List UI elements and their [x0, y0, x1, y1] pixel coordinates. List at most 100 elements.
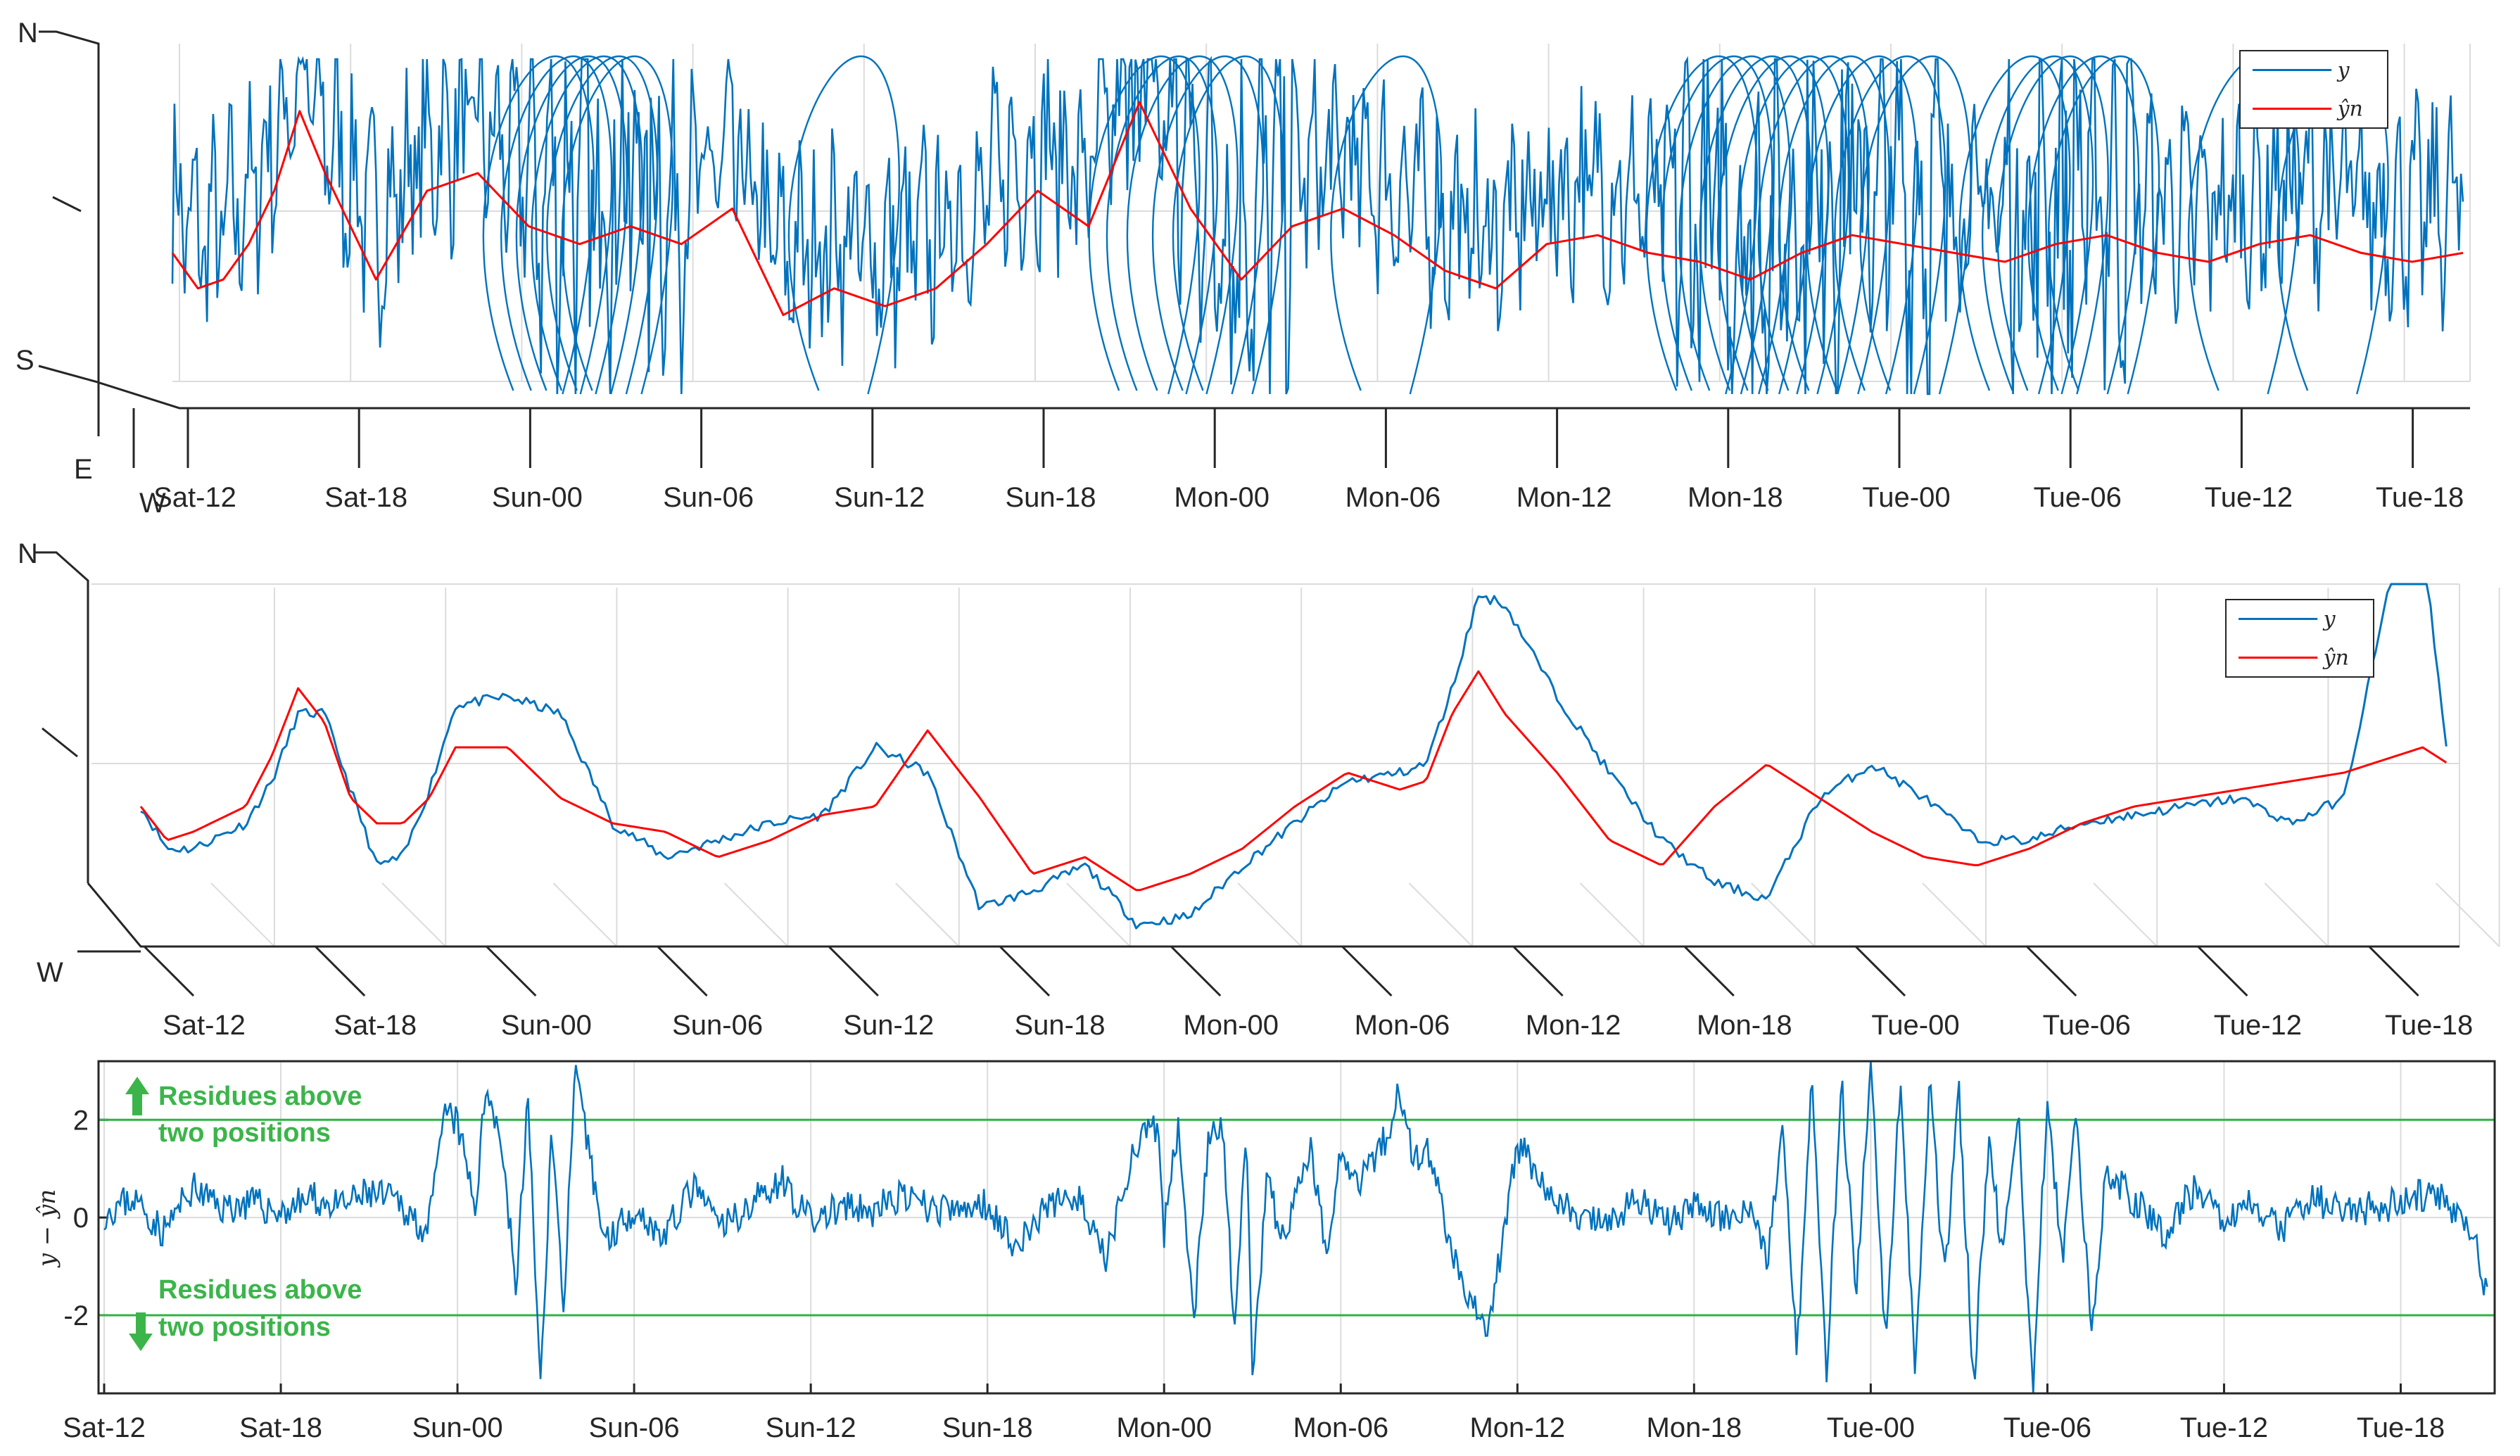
arrow-down-icon [129, 1312, 153, 1351]
x-tick-label: Sun-12 [834, 482, 925, 513]
grid-line-depth [2264, 882, 2329, 947]
series-y-loop [1088, 55, 1201, 395]
x-tick-label: Mon-12 [1517, 482, 1612, 513]
x-tick-label: Tue-18 [2357, 1412, 2445, 1443]
series-y-loop [1661, 55, 1773, 395]
x-tick [2197, 945, 2248, 997]
series-y-loop [1859, 55, 1972, 395]
series-y-loop [1996, 55, 2109, 395]
series-y-loop [1645, 55, 1758, 395]
x-tick [657, 945, 708, 997]
grid-line-depth [1751, 882, 1816, 947]
series-y-loop [1151, 55, 1265, 395]
x-tick-label: Mon-18 [1697, 1010, 1792, 1041]
series-y-loop [1958, 55, 2071, 395]
x-tick-label: Sun-18 [1015, 1010, 1106, 1041]
x-tick [486, 945, 537, 997]
grid-line-depth [1408, 882, 1474, 947]
x-tick-label: Mon-18 [1647, 1412, 1742, 1443]
series-y-loop [787, 55, 900, 395]
x-tick-label: Mon-00 [1183, 1010, 1279, 1041]
x-tick-label: Tue-06 [2034, 482, 2122, 513]
x-tick-label: Sun-00 [492, 482, 583, 513]
series-yhat-line [139, 670, 2448, 892]
x-tick [1512, 945, 1564, 997]
grid-line-depth [552, 882, 618, 947]
x-tick [143, 945, 195, 997]
series-y-loop [1778, 55, 1890, 395]
north-axis [35, 551, 89, 883]
x-tick [1683, 945, 1735, 997]
series-y-loop [561, 55, 674, 395]
grid-line-depth [1066, 882, 1131, 947]
x-tick-label: Tue-18 [2385, 1010, 2473, 1041]
grid-line-depth [381, 882, 446, 947]
series-y-loop [515, 55, 628, 395]
series-y-loop [1678, 55, 1791, 395]
y-tick-label: 2 [73, 1105, 89, 1136]
x-tick-label: Tue-12 [2205, 482, 2293, 513]
y-tick-label: 0 [73, 1203, 89, 1234]
series-y-loop [500, 55, 613, 395]
series-y-loop [546, 55, 659, 395]
legend-box [2239, 50, 2388, 129]
grid-line-depth [1922, 882, 1987, 947]
x-tick-label: Sun-12 [843, 1010, 934, 1041]
annotation-up-line1: Residues above [158, 1082, 362, 1111]
series-y-loop [1716, 55, 1830, 395]
x-tick-label: Tue-06 [2003, 1412, 2091, 1443]
x-tick-label: Sun-06 [672, 1010, 763, 1041]
x-tick [1854, 945, 1906, 997]
x-tick [1170, 945, 1222, 997]
ns-mid-tick [52, 196, 82, 213]
x-tick [1341, 945, 1393, 997]
x-tick-label: Mon-00 [1116, 1412, 1212, 1443]
grid-line-depth [2093, 882, 2158, 947]
annotation-down-line2: two positions [158, 1312, 331, 1342]
series-y-loop [1106, 55, 1219, 395]
x-tick-label: Sun-06 [589, 1412, 680, 1443]
series-residue-line [103, 1061, 2488, 1394]
grid-line-depth [210, 882, 275, 947]
x-tick-label: Sat-18 [239, 1412, 322, 1443]
annotation-down-line1: Residues above [158, 1275, 362, 1305]
arrow-up-icon [125, 1077, 149, 1115]
x-tick [999, 945, 1051, 997]
panel-bottom-residue: Sat-12 Sat-18 Sun-00 Sun-06 Sun-12 Sun-18 Mon-… [33, 1060, 2496, 1443]
series-y-loop [1982, 55, 2094, 395]
x-tick-label: Mon-06 [1355, 1010, 1450, 1041]
x-tick-label: Tue-00 [1827, 1412, 1915, 1443]
x-tick-label: Sun-18 [942, 1412, 1033, 1443]
ns-mid-tick [42, 727, 78, 758]
series-y-loop [2048, 55, 2160, 395]
series-y-loop [1699, 55, 1811, 395]
x-tick-label: Sat-12 [163, 1010, 246, 1041]
series-y-loop [1172, 55, 1285, 395]
panel-middle-3d: N W Sat-12 Sat-18 Sun-00 Sun-06 Sun-12 Sun-18 Mo… [18, 538, 2500, 1041]
series-y-line [140, 583, 2448, 930]
legend-label-yhat: ŷn [2336, 97, 2363, 122]
legend-label-y: y [2322, 607, 2336, 632]
axis-letter-west: W [139, 488, 166, 519]
x-tick-label: Tue-00 [1871, 1010, 1959, 1041]
y-tick-label: -2 [63, 1300, 89, 1331]
series-y-loop [2027, 55, 2140, 395]
series-y-loop [1126, 55, 1239, 395]
north-axis [39, 30, 100, 381]
axis-letter-south: S [15, 345, 34, 376]
base-axis [87, 882, 2459, 948]
x-tick-label: Mon-18 [1688, 482, 1783, 513]
x-tick-label: Mon-06 [1293, 1412, 1388, 1443]
x-tick-label: Tue-18 [2376, 482, 2464, 513]
series-y-loop [531, 55, 643, 395]
x-tick-label: Sun-12 [766, 1412, 856, 1443]
x-tick-label: Tue-12 [2180, 1412, 2268, 1443]
plot-area [99, 1061, 2495, 1393]
x-tick-label: Sat-12 [63, 1412, 146, 1443]
legend-box [2225, 599, 2374, 678]
series-y-loop [1330, 55, 1443, 395]
x-tick-label: Mon-00 [1174, 482, 1270, 513]
x-tick-label: Sat-12 [153, 482, 236, 513]
axis-letter-north: N [18, 18, 38, 49]
series-yhat-line [171, 101, 2464, 317]
